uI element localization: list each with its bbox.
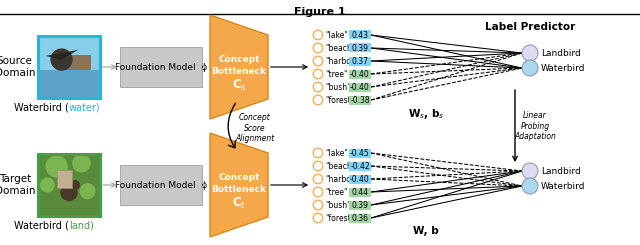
Text: "bush": "bush" [325, 200, 351, 209]
Polygon shape [45, 50, 78, 60]
Circle shape [313, 200, 323, 210]
Text: 0.43: 0.43 [351, 30, 369, 39]
Text: Waterbird: Waterbird [541, 182, 586, 191]
Circle shape [522, 45, 538, 61]
Text: -0.40: -0.40 [350, 174, 370, 184]
Text: Target
Domain: Target Domain [0, 174, 35, 196]
Bar [349, 96, 371, 105]
Text: Foundation Model  ϕ: Foundation Model ϕ [115, 181, 207, 189]
Text: Waterbird: Waterbird [541, 63, 586, 73]
Circle shape [51, 49, 73, 71]
Text: W, b: W, b [413, 226, 439, 236]
Text: Bottleneck: Bottleneck [211, 184, 266, 194]
Text: W$_s$, b$_s$: W$_s$, b$_s$ [408, 107, 444, 121]
Circle shape [313, 213, 323, 223]
Bar [349, 30, 371, 39]
Circle shape [313, 56, 323, 66]
Text: water): water) [69, 102, 100, 112]
Bar [349, 187, 371, 196]
Text: "lake": "lake" [325, 30, 348, 39]
Text: C$_s$: C$_s$ [232, 77, 246, 93]
Text: -0.45: -0.45 [350, 148, 370, 158]
Text: 0.37: 0.37 [351, 57, 369, 65]
Circle shape [72, 154, 91, 172]
Text: "harbor": "harbor" [325, 57, 357, 65]
Bar [38, 154, 100, 216]
Text: land): land) [69, 220, 94, 230]
Text: Waterbird (: Waterbird ( [14, 220, 69, 230]
Text: Linear
Probing
Adaptation: Linear Probing Adaptation [514, 111, 556, 141]
Circle shape [313, 95, 323, 105]
Circle shape [79, 183, 95, 199]
Text: "lake": "lake" [325, 148, 348, 158]
Text: "forest": "forest" [325, 213, 354, 222]
Text: Source
Domain: Source Domain [0, 56, 35, 78]
Circle shape [60, 184, 77, 201]
Bar [38, 36, 100, 70]
Bar [349, 148, 371, 158]
Polygon shape [210, 133, 268, 237]
Text: C$_t$: C$_t$ [232, 196, 246, 210]
Text: -0.40: -0.40 [350, 70, 370, 78]
Text: Landbird: Landbird [541, 49, 580, 58]
Text: "tree": "tree" [325, 187, 348, 196]
FancyArrowPatch shape [228, 103, 236, 148]
Text: "forest": "forest" [325, 96, 354, 105]
Bar [349, 83, 371, 91]
Circle shape [313, 174, 323, 184]
Text: "bush": "bush" [325, 83, 351, 91]
Bar [60, 55, 91, 70]
Text: Concept: Concept [218, 172, 260, 182]
Bar [349, 70, 371, 78]
Text: Concept: Concept [218, 54, 260, 63]
Bar [349, 174, 371, 184]
Circle shape [313, 30, 323, 40]
Bar [38, 154, 100, 216]
Bar [38, 70, 100, 98]
Bar [349, 213, 371, 222]
Text: 0.39: 0.39 [351, 44, 369, 52]
Text: Label Predictor: Label Predictor [485, 22, 575, 32]
Text: "beach": "beach" [325, 44, 355, 52]
Text: Figure 1: Figure 1 [294, 7, 346, 17]
Bar [120, 165, 202, 205]
Circle shape [40, 178, 55, 192]
Text: Foundation Model  ϕ: Foundation Model ϕ [115, 62, 207, 72]
Text: -0.42: -0.42 [350, 161, 370, 171]
Circle shape [313, 69, 323, 79]
Bar [38, 36, 100, 98]
Bar [349, 161, 371, 171]
Text: -0.38: -0.38 [350, 96, 370, 105]
Circle shape [313, 82, 323, 92]
Text: Bottleneck: Bottleneck [211, 66, 266, 75]
Polygon shape [210, 15, 268, 119]
Text: 0.36: 0.36 [351, 213, 369, 222]
Bar [349, 200, 371, 209]
Circle shape [313, 43, 323, 53]
Circle shape [45, 155, 68, 178]
Circle shape [522, 178, 538, 194]
Bar [56, 170, 72, 188]
Circle shape [70, 180, 80, 190]
Circle shape [522, 60, 538, 76]
Circle shape [313, 161, 323, 171]
Text: "tree": "tree" [325, 70, 348, 78]
Text: 0.39: 0.39 [351, 200, 369, 209]
Circle shape [522, 163, 538, 179]
Bar [349, 44, 371, 52]
Text: 0.44: 0.44 [351, 187, 369, 196]
Bar [120, 47, 202, 87]
Circle shape [313, 148, 323, 158]
Text: -0.40: -0.40 [350, 83, 370, 91]
Bar [349, 57, 371, 65]
Text: "beach": "beach" [325, 161, 355, 171]
Text: "harbor": "harbor" [325, 174, 357, 184]
Text: Landbird: Landbird [541, 167, 580, 175]
Text: Concept
Score
Alignment: Concept Score Alignment [236, 113, 275, 143]
Circle shape [313, 187, 323, 197]
Text: Waterbird (: Waterbird ( [14, 102, 69, 112]
